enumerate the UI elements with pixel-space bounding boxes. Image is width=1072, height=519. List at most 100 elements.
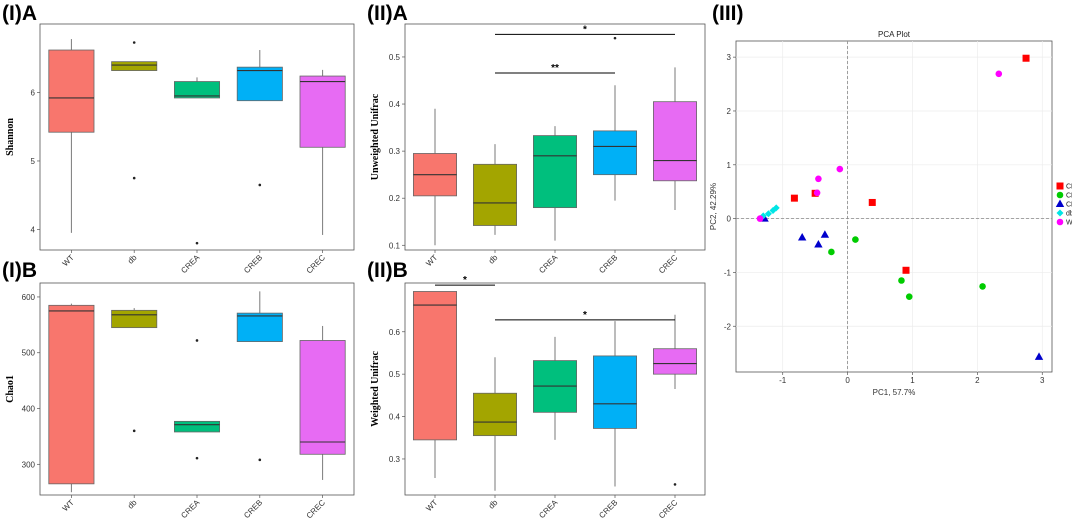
legend-marker-CREC (1055, 199, 1065, 207)
chart-ia: 4 5 6 WT db CREA CREB CREC Shannon (5, 23, 355, 276)
x-tick-label: CREC (305, 498, 328, 519)
box-CREC (299, 340, 346, 455)
y-tick-label: 0 (727, 215, 732, 224)
legend-label-db: db (1066, 211, 1072, 218)
x-axis-title: PC1, 57.7% (873, 388, 916, 397)
chart-iia: 0.1 0.2 0.3 0.4 0.5 WT db CREA CREB CREC Unweighte… (370, 23, 706, 276)
point-CREC (814, 239, 823, 248)
y-axis-title: Shannon (5, 118, 16, 156)
x-tick-label: CREB (597, 253, 619, 275)
x-tick-label: 3 (1040, 376, 1045, 385)
significance-label: * (463, 275, 467, 286)
point-db (772, 204, 780, 212)
panel-label-ib: (I)B (2, 259, 37, 282)
y-tick-label: 0.3 (389, 455, 401, 464)
x-tick-label: -1 (779, 376, 787, 385)
y-tick-label: -1 (724, 268, 732, 277)
y-tick-label: 300 (22, 460, 36, 469)
x-tick-label: WT (424, 253, 439, 268)
outlier-point (613, 36, 617, 40)
point-WT (756, 215, 764, 222)
panel-label-iib: (II)B (367, 259, 408, 282)
x-tick-label: CREA (537, 498, 560, 519)
x-tick-label: WT (61, 498, 76, 513)
point-CREB (979, 283, 986, 290)
legend-marker-CREA (1056, 182, 1064, 190)
outlier-point (673, 483, 677, 486)
legend-label-CREC: CREC (1066, 202, 1072, 209)
point-CREB (898, 277, 905, 284)
y-tick-label: 6 (31, 88, 36, 97)
x-tick-label: CREC (305, 253, 328, 276)
box-CREA (173, 420, 221, 433)
box-CREC (653, 101, 698, 182)
y-axis-title: PC2, 42.29% (709, 183, 718, 230)
legend-label-WT: WT (1066, 220, 1072, 227)
point-WT (836, 165, 844, 173)
y-tick-label: 0.3 (389, 147, 401, 156)
x-tick-label: WT (61, 253, 76, 268)
y-tick-label: 600 (22, 293, 36, 302)
box-WT (48, 304, 95, 485)
box-CREB (236, 66, 283, 102)
x-tick-label: CREB (597, 498, 619, 519)
panel-label-iia: (II)A (367, 2, 408, 25)
box-db (472, 392, 517, 437)
x-tick-label: 2 (975, 376, 980, 385)
box-CREA (533, 135, 578, 209)
point-WT (813, 189, 821, 197)
legend-marker-db (1056, 209, 1064, 217)
outlier-point (195, 339, 199, 342)
x-tick-label: db (487, 498, 500, 511)
box-CREC (653, 348, 698, 375)
point-CREC (820, 230, 830, 238)
x-tick-label: CREB (242, 498, 264, 519)
point-CREA (868, 198, 876, 206)
y-tick-label: 500 (22, 349, 36, 358)
outlier-point (132, 429, 136, 433)
point-CREA (1022, 54, 1030, 62)
point-CREA (902, 266, 910, 274)
outlier-point (258, 458, 262, 462)
x-tick-label: CREA (179, 498, 202, 519)
y-tick-label: 400 (22, 405, 36, 414)
y-tick-label: 5 (31, 157, 36, 166)
point-CREA (790, 194, 798, 202)
y-tick-label: -2 (724, 322, 732, 331)
box-WT (412, 291, 457, 441)
x-tick-label: CREA (179, 253, 202, 276)
x-tick-label: CREA (537, 253, 560, 276)
plot-frame (735, 40, 1053, 373)
box-CREB (593, 130, 638, 176)
legend-marker-WT (1056, 218, 1064, 226)
significance-label: * (583, 24, 587, 35)
chart-iii: -1 0 1 2 3 -2 -1 0 1 2 3 PCA Plot PC1, 57.7% PC2, 42.… (709, 30, 1072, 397)
legend-marker-CREB (1056, 191, 1064, 199)
y-tick-label: 0.1 (389, 241, 401, 250)
y-tick-label: 0.5 (389, 53, 401, 62)
box-db (111, 61, 158, 71)
x-tick-label: db (126, 253, 139, 266)
point-CREB (852, 236, 859, 243)
y-tick-label: 0.4 (389, 413, 401, 422)
plot-title: PCA Plot (878, 30, 911, 39)
box-CREC (299, 75, 346, 148)
y-axis-title: Chao1 (5, 375, 16, 403)
y-tick-label: 2 (727, 107, 732, 116)
box-db (472, 163, 517, 226)
outlier-point (132, 176, 136, 180)
legend-label-CREA: CREA (1066, 184, 1072, 191)
x-tick-label: WT (424, 498, 439, 513)
point-CREB (905, 293, 913, 300)
x-tick-label: CREC (657, 253, 680, 276)
box-CREA (173, 81, 221, 99)
box-db (111, 309, 158, 329)
x-tick-label: db (487, 253, 500, 266)
outlier-point (132, 41, 136, 44)
panel-label-iii: (III) (712, 2, 744, 25)
x-tick-label: 1 (910, 376, 915, 385)
panel-label-ia: (I)A (2, 2, 37, 25)
x-tick-label: db (126, 498, 139, 511)
y-tick-label: 0.4 (389, 100, 401, 109)
